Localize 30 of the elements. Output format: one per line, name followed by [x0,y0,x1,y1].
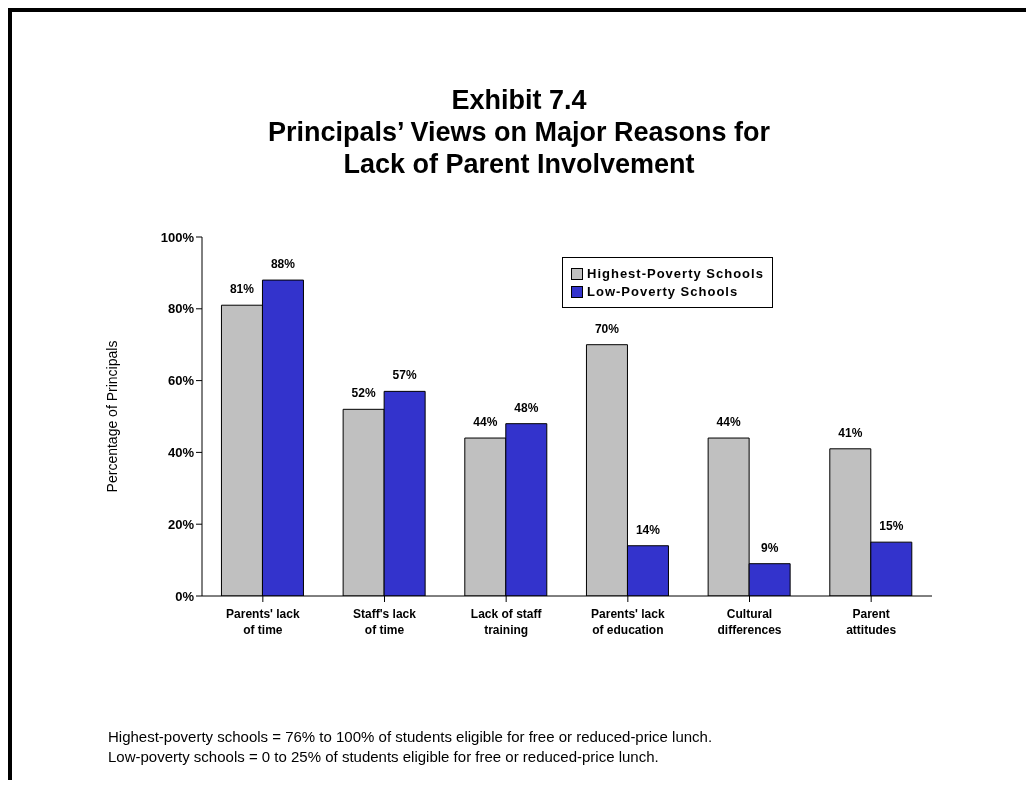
x-tick-label: Lack of staff training [470,607,543,637]
data-label: 81% [229,282,255,297]
data-label: 44% [473,415,498,430]
y-tick-label: 100% [160,229,195,245]
y-tick-label: 80% [167,301,195,317]
data-label: 70% [594,321,620,336]
x-tick-label: Staff's lack of time [353,607,417,637]
data-label: 44% [716,415,741,430]
y-tick-label: 0% [175,588,195,604]
legend-label: Highest-Poverty Schools [586,266,764,281]
data-label: 41% [838,425,863,440]
data-label: 88% [270,257,296,272]
data-label: 15% [879,519,904,534]
legend-label: Low-Poverty Schools [586,284,740,299]
data-label: 48% [514,400,539,415]
y-tick-label: 40% [167,445,195,461]
data-label: 14% [635,522,661,537]
y-tick-label: 20% [167,516,195,532]
chart-title: Exhibit 7.4 Principals’ Views on Major Reasons for Lack of Parent Involvement [266,84,772,180]
data-label: 52% [351,386,376,401]
y-tick-label: 60% [167,373,195,389]
text: Highest-poverty schools = 76% to 100% of students eligible for free or reduced-price lunch. [108,727,713,747]
data-label: 9% [760,540,779,555]
y-axis-title: Percentage of Principals [103,340,120,493]
x-tick-label: Parents' lack of time [226,607,300,637]
x-tick-label: Parents' lack of education [591,607,665,637]
text: Low-poverty schools = 0 to 25% of students eligible for free or reduced-price lunch. [108,747,660,767]
data-label: 57% [392,368,417,383]
x-tick-label: Cultural differences [717,607,782,637]
x-tick-label: Parent attitudes [846,607,897,637]
